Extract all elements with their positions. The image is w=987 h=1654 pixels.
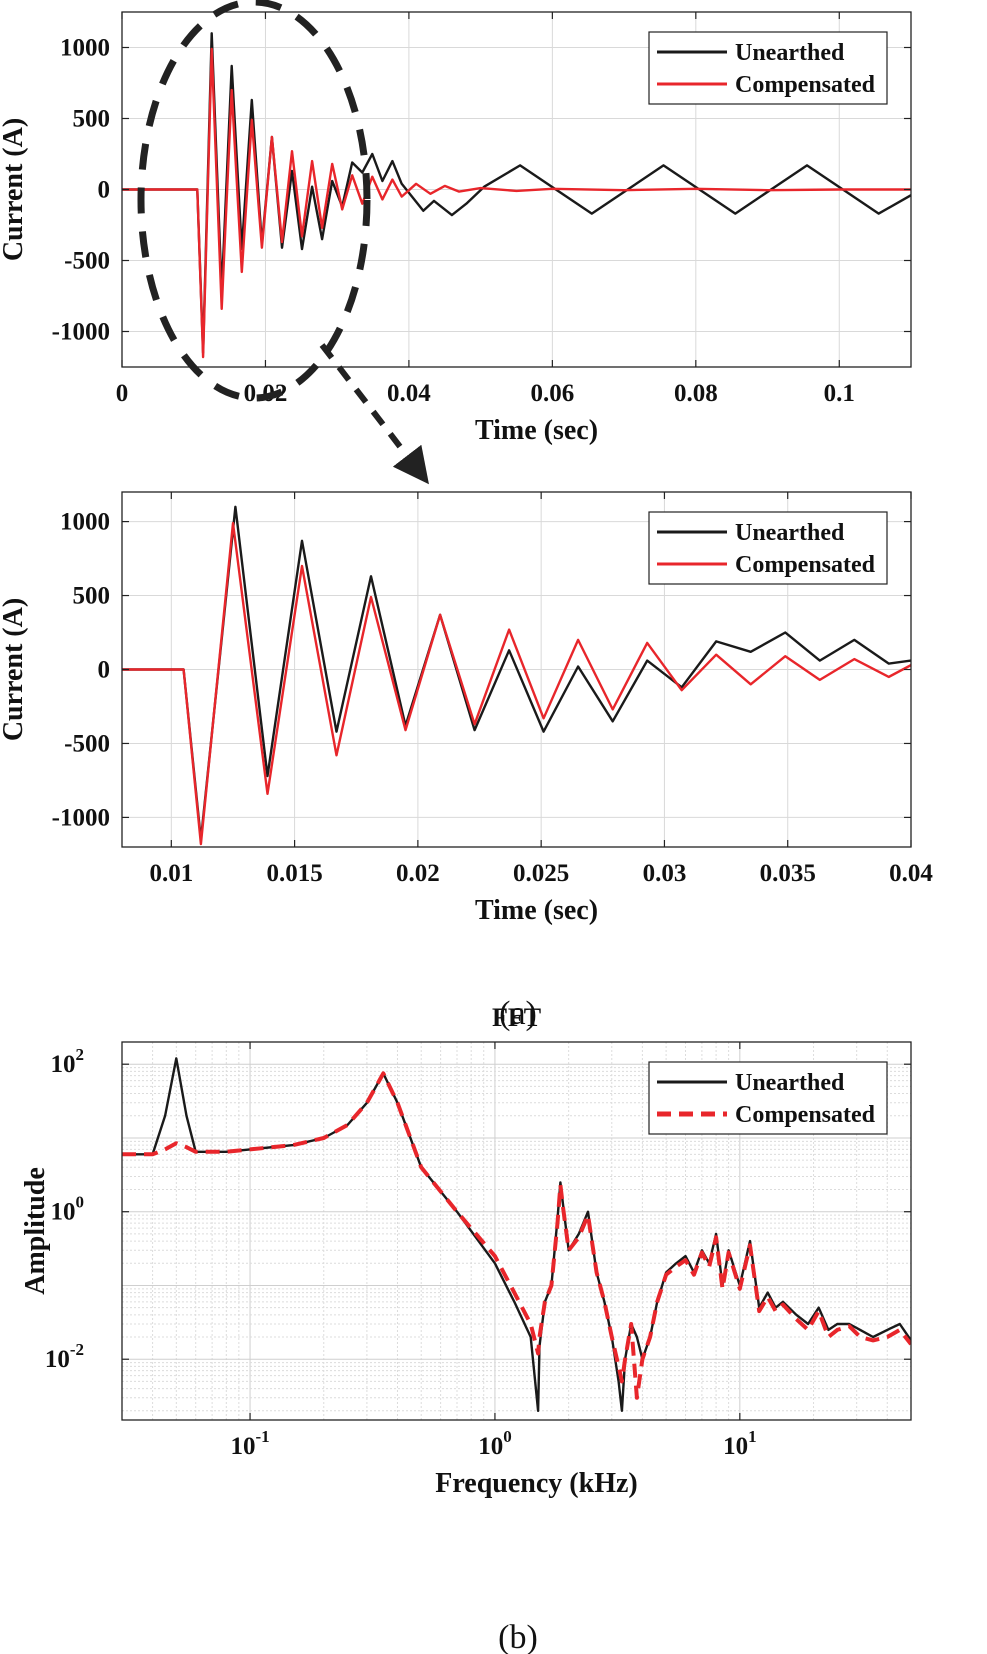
axes-frame [121, 1041, 912, 1421]
chart-time-zoom: 0.01 0.015 0.02 0.025 0.03 0.035 0.04 -1000 -500… [0, 491, 933, 926]
series-line-unearthed [122, 505, 911, 841]
series-line-compensated [122, 1071, 911, 1400]
x-tick-label-base: 10 [478, 1433, 503, 1460]
ticks [121, 12, 911, 367]
x-axis-label: Time (sec) [475, 415, 598, 446]
y-tick-label-exponent: 2 [76, 1045, 85, 1064]
x-tick-label: 0.04 [387, 380, 431, 407]
y-axis-label: Current (A) [0, 118, 29, 261]
x-tick-label: 0.1 [824, 380, 855, 407]
y-tick-label-exponent: 0 [76, 1193, 85, 1212]
x-tick-label-exponent: 1 [748, 1427, 757, 1446]
y-tick-label: -500 [64, 248, 110, 275]
series-line-compensated [122, 521, 911, 846]
zoom-annotation [137, 0, 429, 485]
legend-label-unearthed: Unearthed [735, 1070, 845, 1096]
zoom-ellipse [137, 0, 371, 402]
caption-a: (a) [499, 995, 537, 1032]
x-tick-label-base: 10 [230, 1433, 255, 1460]
x-tick-label-exponent: 0 [503, 1427, 512, 1446]
x-tick-label: 101 [723, 1427, 757, 1460]
x-axis-label: Time (sec) [475, 895, 598, 926]
x-tick-label: 10-1 [230, 1427, 269, 1460]
x-tick-label: 0.06 [530, 380, 574, 407]
y-tick-label: 10-2 [45, 1340, 84, 1373]
y-tick-label: 1000 [60, 35, 110, 62]
x-tick-label: 0.02 [396, 860, 440, 887]
x-axis-label: Frequency (kHz) [435, 1468, 637, 1499]
y-axis-label: Amplitude [20, 1167, 51, 1295]
legend: Unearthed Compensated [648, 31, 888, 105]
ticks [122, 492, 912, 847]
y-tick-label: 0 [98, 177, 111, 204]
y-tick-label: 0 [98, 657, 111, 684]
x-tick-label: 0.03 [643, 860, 687, 887]
x-tick-label: 100 [478, 1427, 512, 1460]
legend-box [648, 1061, 888, 1135]
series-group [122, 32, 911, 359]
y-tick-label: 102 [51, 1045, 85, 1078]
x-tick-label: 0.015 [266, 860, 322, 887]
x-tick-label: 0.01 [149, 860, 193, 887]
legend-box [648, 511, 888, 585]
y-tick-label-base: 10 [51, 1051, 76, 1078]
x-tick-label: 0.035 [760, 860, 816, 887]
series-line-unearthed [122, 32, 911, 354]
series-group [122, 505, 911, 846]
y-tick-label: 500 [73, 106, 111, 133]
y-tick-label-base: 10 [51, 1199, 76, 1226]
y-axis-label: Current (A) [0, 598, 29, 741]
legend-label-unearthed: Unearthed [735, 520, 845, 546]
legend-label-compensated: Compensated [735, 1102, 876, 1128]
y-tick-label: -500 [64, 730, 110, 757]
y-tick-label: 500 [73, 583, 111, 610]
series-line-unearthed [122, 1057, 911, 1413]
y-tick-label-exponent: -2 [70, 1340, 84, 1359]
x-tick-label-base: 10 [723, 1433, 748, 1460]
series-line-compensated [122, 47, 911, 359]
legend: Unearthed Compensated [648, 1061, 888, 1135]
legend-label-unearthed: Unearthed [735, 40, 845, 66]
caption-b: (b) [498, 1619, 538, 1654]
legend-box [648, 31, 888, 105]
y-tick-label: -1000 [52, 804, 110, 831]
x-tick-label: 0.025 [513, 860, 569, 887]
series-group [122, 1057, 911, 1413]
chart-time-overview: 0 0.02 0.04 0.06 0.08 0.1-1000-50005001000Tim… [0, 11, 912, 446]
x-tick-label: 0.04 [889, 860, 933, 887]
y-tick-label-base: 10 [45, 1346, 70, 1373]
ticks [122, 1042, 911, 1420]
legend-label-compensated: Compensated [735, 72, 876, 98]
y-tick-label: 1000 [60, 509, 110, 536]
y-tick-label: -1000 [52, 319, 110, 346]
x-tick-label: 0 [116, 380, 129, 407]
legend-label-compensated: Compensated [735, 552, 876, 578]
x-tick-label: 0.08 [674, 380, 718, 407]
y-tick-label: 100 [51, 1193, 85, 1226]
legend: Unearthed Compensated [648, 511, 888, 585]
x-tick-label-exponent: -1 [255, 1427, 269, 1446]
chart-title: FFT [492, 1003, 541, 1032]
